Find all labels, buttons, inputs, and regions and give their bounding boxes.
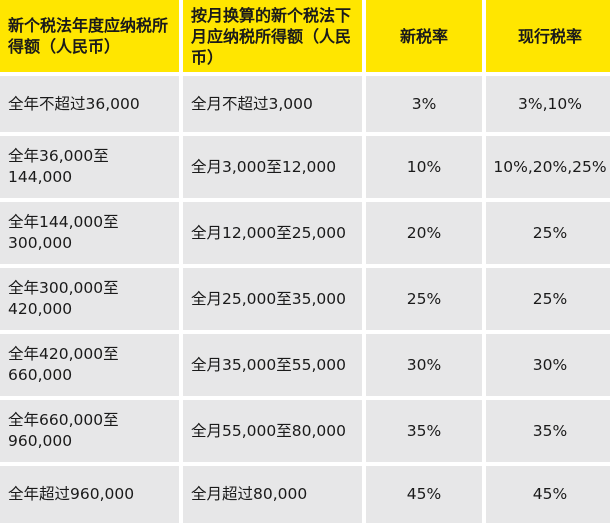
new-rate-cell: 3% [366, 76, 482, 132]
current-rate-cell: 35% [486, 400, 610, 462]
monthly-bracket-cell: 全月25,000至35,000 [183, 268, 362, 330]
table-row: 全年420,000至660,000 全月35,000至55,000 30% 30… [0, 334, 610, 396]
monthly-bracket-cell: 全月12,000至25,000 [183, 202, 362, 264]
header-row: 新个税法年度应纳税所得额（人民币） 按月换算的新个税法下月应纳税所得额（人民币）… [0, 0, 610, 72]
monthly-bracket-cell: 全月超过80,000 [183, 466, 362, 523]
monthly-bracket-cell: 全月35,000至55,000 [183, 334, 362, 396]
new-rate-cell: 25% [366, 268, 482, 330]
new-rate-cell: 30% [366, 334, 482, 396]
table-row: 全年不超过36,000 全月不超过3,000 3% 3%,10% [0, 76, 610, 132]
annual-bracket-cell: 全年不超过36,000 [0, 76, 179, 132]
new-rate-cell: 10% [366, 136, 482, 198]
current-rate-cell: 25% [486, 202, 610, 264]
current-rate-cell: 3%,10% [486, 76, 610, 132]
annual-bracket-cell: 全年36,000至144,000 [0, 136, 179, 198]
header-current-rate: 现行税率 [486, 0, 610, 72]
table-row: 全年144,000至300,000 全月12,000至25,000 20% 25… [0, 202, 610, 264]
header-annual-income: 新个税法年度应纳税所得额（人民币） [0, 0, 179, 72]
new-rate-cell: 45% [366, 466, 482, 523]
new-rate-cell: 20% [366, 202, 482, 264]
new-rate-cell: 35% [366, 400, 482, 462]
header-new-rate: 新税率 [366, 0, 482, 72]
annual-bracket-cell: 全年超过960,000 [0, 466, 179, 523]
annual-bracket-cell: 全年660,000至960,000 [0, 400, 179, 462]
current-rate-cell: 25% [486, 268, 610, 330]
annual-bracket-cell: 全年300,000至420,000 [0, 268, 179, 330]
table-row: 全年660,000至960,000 全月55,000至80,000 35% 35… [0, 400, 610, 462]
table-header: 新个税法年度应纳税所得额（人民币） 按月换算的新个税法下月应纳税所得额（人民币）… [0, 0, 610, 72]
monthly-bracket-cell: 全月不超过3,000 [183, 76, 362, 132]
current-rate-cell: 30% [486, 334, 610, 396]
table-row: 全年超过960,000 全月超过80,000 45% 45% [0, 466, 610, 523]
current-rate-cell: 10%,20%,25% [486, 136, 610, 198]
annual-bracket-cell: 全年144,000至300,000 [0, 202, 179, 264]
table-row: 全年300,000至420,000 全月25,000至35,000 25% 25… [0, 268, 610, 330]
monthly-bracket-cell: 全月55,000至80,000 [183, 400, 362, 462]
header-monthly-income: 按月换算的新个税法下月应纳税所得额（人民币） [183, 0, 362, 72]
annual-bracket-cell: 全年420,000至660,000 [0, 334, 179, 396]
table-body: 全年不超过36,000 全月不超过3,000 3% 3%,10% 全年36,00… [0, 76, 610, 523]
current-rate-cell: 45% [486, 466, 610, 523]
monthly-bracket-cell: 全月3,000至12,000 [183, 136, 362, 198]
table-row: 全年36,000至144,000 全月3,000至12,000 10% 10%,… [0, 136, 610, 198]
